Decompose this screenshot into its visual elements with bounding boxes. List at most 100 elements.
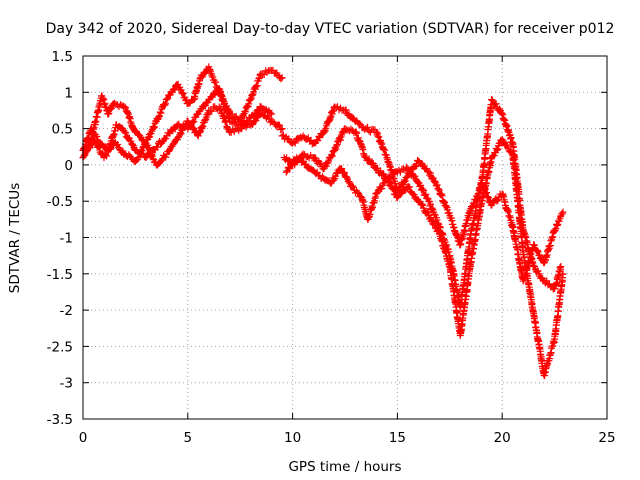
marker-run <box>331 125 348 153</box>
marker-run <box>82 137 97 156</box>
marker-run <box>153 151 170 169</box>
marker-run <box>153 96 170 123</box>
x-tick-label: 25 <box>598 430 615 446</box>
marker-run <box>112 100 127 111</box>
marker-run <box>279 131 295 147</box>
marker-run <box>551 210 566 235</box>
marker-run <box>436 223 453 260</box>
marker-run <box>294 155 312 172</box>
marker-run <box>551 264 564 290</box>
marker-run <box>216 86 233 122</box>
marker-run <box>122 104 139 135</box>
marker-run <box>248 103 264 120</box>
marker-run <box>164 135 180 155</box>
x-tick-label: 10 <box>284 430 301 446</box>
marker-run <box>364 123 379 136</box>
y-tick-label: -3 <box>60 376 73 392</box>
marker-run <box>259 105 274 117</box>
y-axis-label: SDTVAR / TECUs <box>7 183 23 293</box>
marker-run <box>373 175 390 197</box>
marker-run <box>300 134 316 148</box>
x-axis-label: GPS time / hours <box>288 459 401 475</box>
x-tick-labels: 0 5 10 15 20 25 <box>79 430 616 446</box>
marker-run <box>353 117 369 133</box>
marker-run <box>238 121 253 133</box>
marker-run <box>321 147 338 171</box>
marker-run <box>499 111 516 147</box>
marker-run <box>114 122 128 135</box>
marker-run <box>321 104 338 135</box>
marker-run <box>541 277 557 293</box>
x-tick-label: 20 <box>494 430 511 446</box>
marker-run <box>541 337 558 380</box>
marker-run <box>338 165 354 190</box>
marker-run <box>541 227 558 266</box>
marker-run <box>195 98 212 115</box>
marker-run <box>269 118 285 134</box>
y-tick-label: -1 <box>60 231 73 247</box>
x-tick-label: 0 <box>79 430 88 446</box>
marker-run <box>122 129 139 153</box>
marker-run <box>405 183 421 204</box>
y-tick-label: -2.5 <box>47 339 73 355</box>
y-tick-label: -0.5 <box>47 194 73 210</box>
y-tick-label: -2 <box>60 303 73 319</box>
marker-run <box>509 224 527 283</box>
marker-run <box>467 201 485 266</box>
marker-run <box>342 106 358 124</box>
y-tick-label: 1.5 <box>52 49 73 65</box>
series-track-1 <box>79 63 286 162</box>
marker-run <box>373 129 390 159</box>
marker-run <box>283 155 300 175</box>
marker-run <box>394 173 411 195</box>
chart-title: Day 342 of 2020, Sidereal Day-to-day VTE… <box>46 21 615 37</box>
marker-run <box>499 190 516 229</box>
marker-run <box>509 152 527 254</box>
marker-run <box>352 128 369 161</box>
data-point <box>282 168 290 176</box>
marker-run <box>436 190 453 217</box>
marker-run <box>405 167 421 186</box>
marker-run <box>112 139 128 158</box>
marker-run <box>191 75 204 102</box>
marker-run <box>457 231 474 309</box>
marker-run <box>551 270 567 340</box>
marker-run <box>395 163 410 176</box>
marker-run <box>227 124 243 136</box>
marker-run <box>195 109 212 137</box>
marker-run <box>174 80 191 108</box>
axis-ticks <box>82 55 608 420</box>
marker-run <box>415 158 432 176</box>
marker-run <box>311 130 327 147</box>
marker-run <box>101 140 118 160</box>
y-tick-labels: -3.5 -3 -2.5 -2 -1.5 -1 -0.5 0 0.5 1 1.5 <box>47 49 73 428</box>
x-tick-label: 5 <box>184 430 193 446</box>
marker-run <box>122 151 138 165</box>
marker-run <box>457 206 474 248</box>
marker-run <box>426 169 443 193</box>
y-tick-label: 1 <box>64 85 73 101</box>
marker-run <box>457 261 474 337</box>
y-tick-label: -3.5 <box>47 412 73 428</box>
marker-run <box>426 214 443 235</box>
marker-run <box>164 81 180 102</box>
marker-run <box>478 182 495 209</box>
marker-run <box>348 182 365 201</box>
marker-run <box>384 168 400 182</box>
marker-run <box>489 97 505 117</box>
marker-run <box>425 198 443 229</box>
y-tick-label: 0.5 <box>52 122 73 138</box>
data-point <box>121 128 129 136</box>
data-series-layer <box>79 63 567 380</box>
marker-run <box>415 179 432 203</box>
marker-run <box>153 134 170 151</box>
marker-run <box>185 96 197 107</box>
marker-run <box>365 190 380 221</box>
marker-run <box>227 110 243 123</box>
marker-run <box>307 165 322 180</box>
marker-run <box>446 254 464 309</box>
marker-run <box>467 179 485 235</box>
y-tick-label: 0 <box>64 158 73 174</box>
marker-run <box>90 136 107 158</box>
